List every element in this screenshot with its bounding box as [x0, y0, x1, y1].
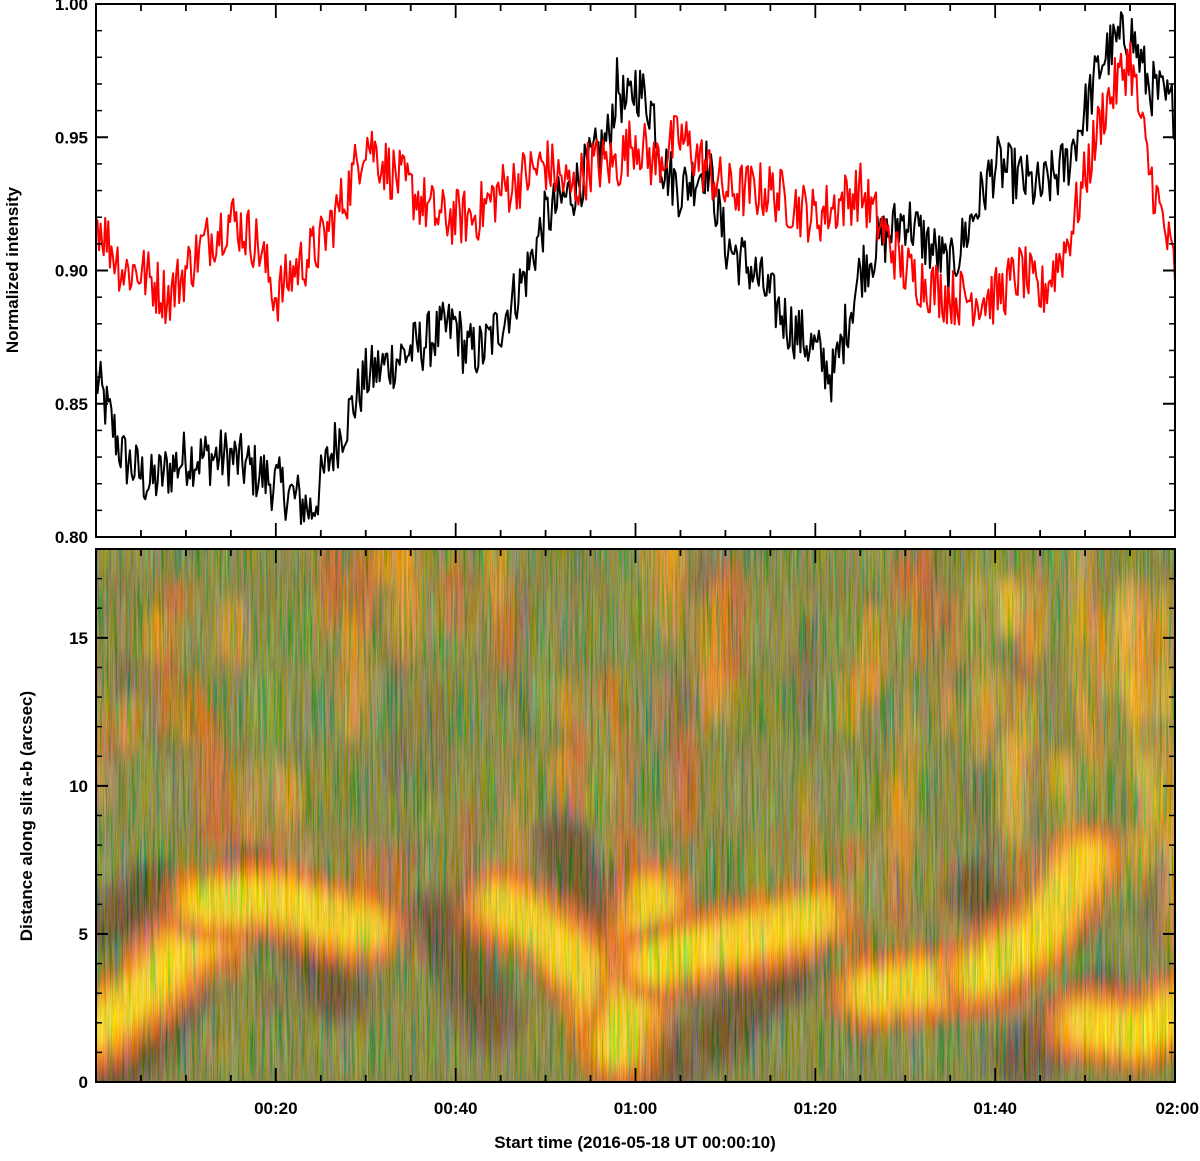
top-ytick-label: 0.95 [55, 128, 88, 147]
bottom-x-tick-labels: 00:20 00:40 01:00 01:20 01:40 02:00 [254, 1099, 1199, 1118]
bottom-xtick-label: 01:20 [794, 1099, 837, 1118]
bottom-y-tick-labels: 0 5 10 15 [69, 629, 88, 1092]
top-ytick-label: 0.90 [55, 262, 88, 281]
top-ytick-label: 0.85 [55, 395, 88, 414]
bottom-x-axis-title: Start time (2016-05-18 UT 00:00:10) [494, 1133, 776, 1152]
bottom-ytick-label: 10 [69, 777, 88, 796]
bottom-axis-ticks [95, 548, 1176, 1083]
top-axis-ticks [95, 3, 1176, 538]
bottom-ytick-label: 0 [79, 1073, 88, 1092]
bottom-xtick-label: 00:20 [254, 1099, 297, 1118]
bottom-y-axis-title: Distance along slit a-b (arcsec) [17, 691, 36, 941]
intensity-line-plot: 0.80 0.85 0.90 0.95 1.00 Normalized intensit… [3, 0, 1176, 547]
bottom-ytick-label: 5 [79, 925, 88, 944]
bottom-xtick-label: 01:00 [614, 1099, 657, 1118]
bottom-xtick-label: 00:40 [434, 1099, 477, 1118]
top-ytick-label: 1.00 [55, 0, 88, 14]
top-ytick-label: 0.80 [55, 528, 88, 547]
heatmap-streak-texture [96, 549, 1175, 1082]
time-distance-heatmap: 0 5 10 15 00:20 00:40 01:00 01:20 01:40 02:00 Di… [17, 548, 1199, 1152]
black-curve-line [96, 11, 1175, 525]
top-y-axis-title: Normalized intensity [3, 186, 22, 353]
bottom-xtick-label: 01:40 [973, 1099, 1016, 1118]
bottom-ytick-label: 15 [69, 629, 88, 648]
red-curve-line [96, 41, 1175, 327]
bottom-xtick-label: 02:00 [1156, 1099, 1199, 1118]
top-y-tick-labels: 0.80 0.85 0.90 0.95 1.00 [55, 0, 88, 547]
